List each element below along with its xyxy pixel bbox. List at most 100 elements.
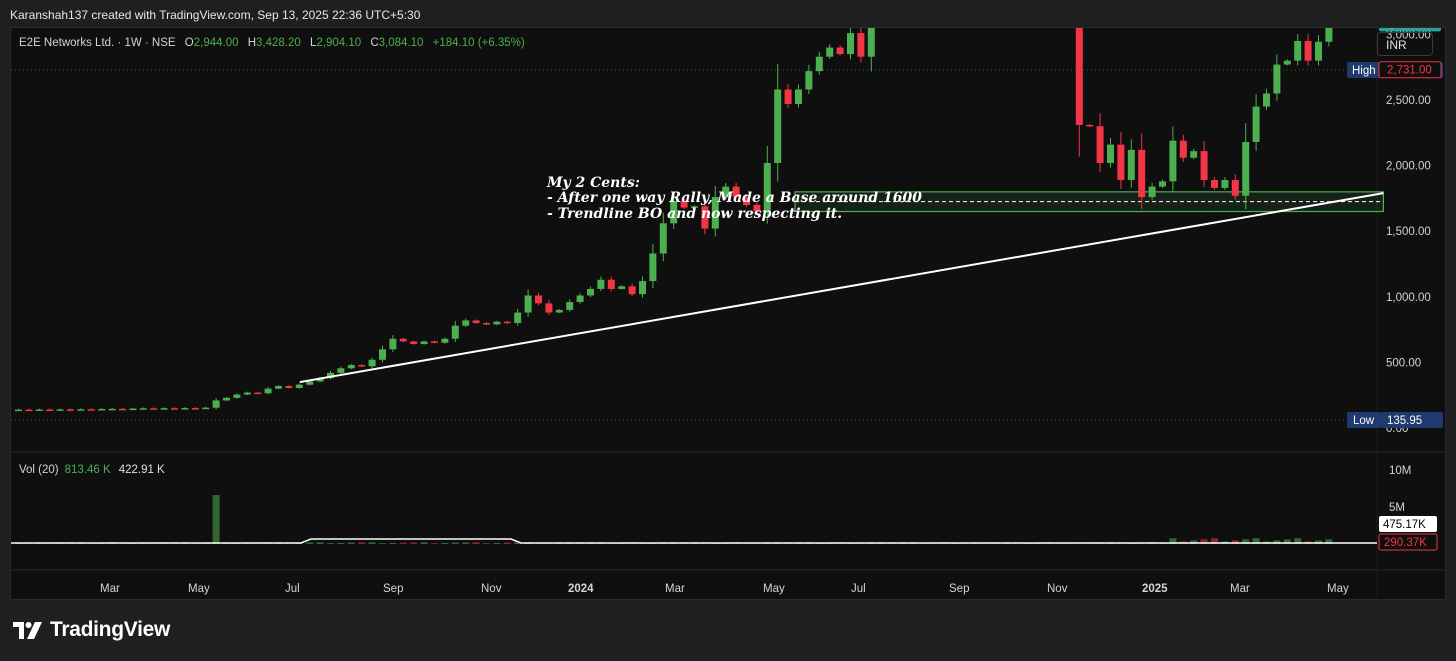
candle <box>649 253 657 282</box>
candle <box>327 372 334 379</box>
candle <box>483 323 490 325</box>
candle <box>1127 149 1135 181</box>
last-volume-label: 475.17K <box>1383 519 1426 531</box>
volume-bar <box>337 542 345 544</box>
low-tag-label: Low <box>1353 415 1375 427</box>
volume-bar <box>379 543 386 544</box>
candle <box>139 408 147 410</box>
currency-button[interactable]: INR <box>1377 32 1433 56</box>
candle <box>524 295 532 313</box>
volume-bar <box>1190 540 1198 544</box>
candle <box>628 286 636 295</box>
volume-bar <box>1211 538 1218 544</box>
candle <box>711 197 719 229</box>
candle <box>503 321 511 324</box>
candle <box>431 341 438 343</box>
candle <box>202 407 210 410</box>
candle <box>150 408 158 410</box>
candle <box>1283 60 1291 65</box>
time-axis-label: May <box>1327 583 1349 595</box>
high-tag-background <box>1347 62 1381 78</box>
low-value-background <box>1381 412 1443 428</box>
candle <box>108 408 116 411</box>
candle <box>1138 149 1146 198</box>
price-chart[interactable]: My 2 Cents:- After one way Rally, Made a… <box>11 28 1447 601</box>
tradingview-logo[interactable]: TradingView <box>12 618 170 642</box>
volume-bar <box>1325 539 1333 544</box>
time-axis-label: 2025 <box>1142 583 1168 595</box>
volume-bar <box>451 542 459 544</box>
candle <box>795 89 802 104</box>
time-axis-label: 2024 <box>568 583 594 595</box>
candle <box>1190 151 1198 158</box>
open-value: 2,944.00 <box>193 37 239 49</box>
candle <box>1148 186 1156 198</box>
close-value: 3,084.10 <box>378 37 424 49</box>
volume-bar <box>368 542 376 544</box>
candle <box>243 392 251 395</box>
high-tag-label: High <box>1352 65 1376 77</box>
candle <box>347 365 355 369</box>
candle <box>451 325 459 339</box>
candle <box>659 223 667 254</box>
candle <box>77 409 85 411</box>
candle <box>67 409 74 411</box>
volume-bar <box>1273 540 1281 544</box>
last-price-label: 3,084.10 <box>1384 28 1429 30</box>
logo-text: TradingView <box>50 618 171 641</box>
volume-bar <box>327 543 334 544</box>
candle <box>555 309 563 313</box>
volume-tick-label: 10M <box>1389 465 1411 477</box>
chart-caption: Karanshah137 created with TradingView.co… <box>10 8 421 22</box>
volume-bar <box>483 543 490 544</box>
candle <box>1179 140 1187 158</box>
candle <box>545 303 553 313</box>
volume-bar <box>503 542 511 544</box>
volume-bar <box>347 542 355 544</box>
volume-bar <box>462 542 470 544</box>
chart-panel[interactable]: My 2 Cents: - After one way Rally, Made a… <box>10 27 1447 601</box>
candle <box>1221 180 1229 188</box>
candle <box>1325 28 1333 42</box>
candle <box>535 295 542 304</box>
high-label: H <box>247 37 257 49</box>
candle <box>212 400 220 408</box>
candle <box>223 397 230 401</box>
candle <box>389 338 397 350</box>
price-tick-label: 500.00 <box>1386 357 1421 369</box>
candle <box>587 288 594 296</box>
candle <box>867 28 875 57</box>
volume-bar <box>472 542 480 544</box>
candle <box>420 341 428 345</box>
symbol-line: E2E Networks Ltd. · 1W · NSE <box>19 37 176 49</box>
low-tag-background <box>1347 412 1381 428</box>
candle <box>618 286 626 289</box>
volume-bar <box>389 542 397 544</box>
time-axis-label: Mar <box>1230 583 1250 595</box>
price-tick-label: 1,500.00 <box>1386 226 1431 238</box>
candle <box>1252 106 1260 142</box>
price-tick-label: 1,000.00 <box>1386 292 1431 304</box>
candle <box>35 409 43 412</box>
low-label: L <box>309 37 317 49</box>
candle <box>410 341 418 345</box>
time-axis-label: May <box>188 583 210 595</box>
candle <box>857 33 865 57</box>
candle <box>264 388 272 394</box>
candle <box>743 197 750 205</box>
candle <box>399 338 407 342</box>
volume-bar <box>420 542 428 544</box>
candle <box>774 89 782 163</box>
candle <box>1273 64 1281 94</box>
candle <box>368 359 376 367</box>
ma-price-label: 2,731.00 <box>1387 65 1432 77</box>
volume-bar <box>1315 540 1322 544</box>
candle <box>1086 124 1094 127</box>
candle <box>763 162 771 212</box>
annotation-line-2: - Trendline BO and now respecting it. <box>547 206 842 222</box>
volume-bar <box>493 542 501 544</box>
volume-value-2: 422.91 K <box>118 464 165 476</box>
volume-tick-label: 5M <box>1389 502 1405 514</box>
candle <box>275 386 282 389</box>
candle <box>472 320 480 324</box>
